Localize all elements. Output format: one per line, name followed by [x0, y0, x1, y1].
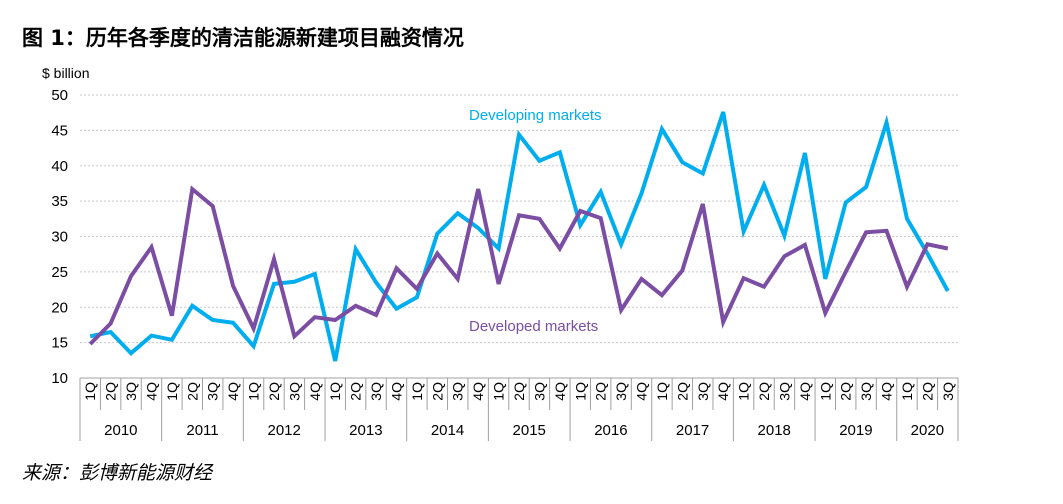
x-tick-label: 3Q: [450, 382, 466, 401]
x-tick-label: 3Q: [776, 382, 792, 401]
x-tick-label: 4Q: [143, 382, 159, 401]
x-year-label: 2016: [594, 422, 627, 439]
x-year-label: 2011: [186, 422, 218, 439]
x-year-label: 2015: [513, 422, 546, 439]
x-tick-label: 3Q: [531, 382, 547, 401]
x-tick-label: 3Q: [613, 382, 629, 401]
x-tick-label: 4Q: [879, 382, 895, 401]
x-tick-label: 1Q: [327, 382, 343, 401]
x-tick-label: 2Q: [674, 382, 690, 401]
x-tick-label: 4Q: [388, 382, 404, 401]
x-tick-label: 1Q: [164, 382, 180, 401]
x-tick-label: 1Q: [409, 382, 425, 401]
x-tick-label: 4Q: [797, 382, 813, 401]
x-year-label: 2020: [911, 422, 944, 439]
x-year-label: 2013: [349, 422, 382, 439]
y-tick-label: 10: [51, 370, 68, 387]
y-tick-label: 50: [51, 87, 68, 104]
x-year-label: 2017: [676, 422, 709, 439]
y-tick-label: 15: [51, 335, 68, 352]
x-tick-label: 1Q: [491, 382, 507, 401]
y-tick-label: 40: [51, 158, 68, 175]
x-tick-label: 2Q: [429, 382, 445, 401]
y-axis-label: $ billion: [42, 65, 89, 81]
x-tick-label: 4Q: [307, 382, 323, 401]
y-tick-label: 20: [51, 299, 68, 316]
x-tick-label: 2Q: [593, 382, 609, 401]
x-axis: 1Q 2Q 3Q 4Q 1Q 2Q 3Q 4Q 1Q 2Q 3Q 4Q 1Q 2Q 3Q 4Q 1Q 2Q 3Q 4Q…: [80, 378, 958, 441]
x-tick-label: 2Q: [266, 382, 282, 401]
x-tick-label: 3Q: [123, 382, 139, 401]
y-tick-label: 30: [51, 229, 68, 246]
x-year-label: 2014: [431, 422, 464, 439]
series-label-developing-markets: Developing markets: [469, 107, 602, 124]
x-tick-label: 2Q: [184, 382, 200, 401]
x-tick-label: 1Q: [899, 382, 915, 401]
x-tick-label: 1Q: [82, 382, 98, 401]
x-year-label: 2012: [267, 422, 300, 439]
x-tick-label: 1Q: [736, 382, 752, 401]
x-tick-label: 3Q: [286, 382, 302, 401]
x-tick-label: 4Q: [470, 382, 486, 401]
y-tick-label: 35: [51, 193, 68, 210]
x-tick-label: 2Q: [756, 382, 772, 401]
source-note: 来源：彭博新能源财经: [22, 458, 212, 485]
series-label-developed-markets: Developed markets: [469, 318, 598, 335]
x-tick-label: 4Q: [715, 382, 731, 401]
x-tick-label: 1Q: [246, 382, 262, 401]
x-year-label: 2018: [758, 422, 791, 439]
x-tick-label: 3Q: [858, 382, 874, 401]
x-tick-label: 4Q: [225, 382, 241, 401]
x-tick-label: 2Q: [511, 382, 527, 401]
y-tick-label: 45: [51, 122, 68, 139]
x-tick-label: 3Q: [368, 382, 384, 401]
x-tick-label: 4Q: [552, 382, 568, 401]
x-tick-label: 3Q: [695, 382, 711, 401]
x-tick-label: 1Q: [817, 382, 833, 401]
x-tick-label: 2Q: [838, 382, 854, 401]
x-tick-label: 2Q: [348, 382, 364, 401]
x-tick-label: 1Q: [572, 382, 588, 401]
x-tick-label: 4Q: [634, 382, 650, 401]
x-year-label: 2010: [104, 422, 137, 439]
x-tick-label: 3Q: [205, 382, 221, 401]
y-tick-label: 25: [51, 264, 68, 281]
y-axis-ticks: 10 15 20 25 30 35 40 45 50: [51, 87, 68, 387]
x-tick-label: 2Q: [919, 382, 935, 401]
x-tick-label: 3Q: [940, 382, 956, 401]
x-year-label: 2019: [839, 422, 872, 439]
x-tick-label: 2Q: [103, 382, 119, 401]
x-tick-label: 1Q: [654, 382, 670, 401]
